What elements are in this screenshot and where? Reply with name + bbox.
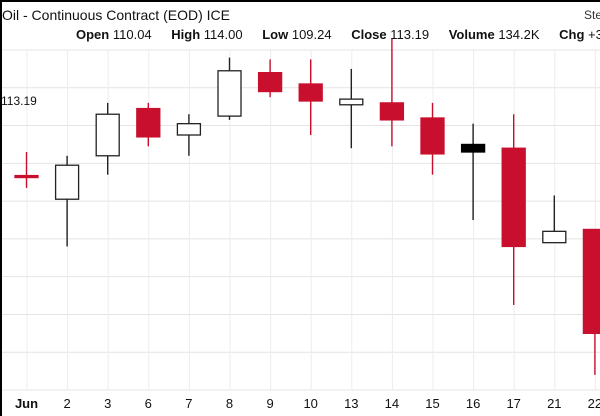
candle-body <box>176 123 202 136</box>
x-tick-label: 6 <box>145 396 152 411</box>
x-tick-label: Jun <box>15 396 38 411</box>
volume-value: 134.2K <box>498 27 540 42</box>
candle-body <box>501 147 526 248</box>
x-tick-label: 15 <box>425 396 439 411</box>
grid: 113.19 <box>2 49 600 391</box>
x-tick-label: 9 <box>266 396 273 411</box>
close-value: 113.19 <box>390 27 430 42</box>
brand-logo-text: Ste <box>583 8 600 22</box>
x-tick-label: 14 <box>385 396 399 411</box>
candle-body <box>339 98 364 106</box>
x-tick-label: 3 <box>104 396 111 411</box>
x-tick-label: 21 <box>547 396 561 411</box>
open-label: Open <box>76 27 110 42</box>
candle-body <box>460 143 486 153</box>
x-tick-label: 7 <box>185 396 192 411</box>
x-tick-label: 22 <box>588 396 600 411</box>
x-tick-label: 13 <box>344 396 358 411</box>
candles <box>14 38 600 375</box>
change-value: +3 <box>588 27 600 42</box>
candle-body <box>582 228 600 334</box>
candle-body <box>379 102 405 121</box>
candle-body <box>95 113 120 157</box>
x-tick-label: 16 <box>466 396 480 411</box>
low-value: 109.24 <box>291 27 332 42</box>
candle-body <box>298 83 323 102</box>
change-label: Chg <box>559 27 585 42</box>
x-tick-label: 8 <box>226 396 233 411</box>
volume-label: Volume <box>448 27 495 42</box>
open-value: 110.04 <box>112 27 152 42</box>
high-value: 114.00 <box>203 27 243 42</box>
x-tick-label: 10 <box>303 396 317 411</box>
ohlc-bar: Open 110.04 High 114.00 Low 109.24 Close… <box>76 27 600 42</box>
candle-body <box>217 70 242 117</box>
chart-title: Oil - Continuous Contract (EOD) ICE <box>2 7 230 23</box>
candle-body <box>136 107 161 138</box>
last-price-label: 113.19 <box>2 94 37 108</box>
candle-body <box>257 72 283 93</box>
x-tick-label: 2 <box>63 396 70 411</box>
candle-body <box>14 174 39 179</box>
high-label: High <box>171 27 201 42</box>
x-tick-label: 17 <box>506 396 520 411</box>
candle-body <box>54 164 80 200</box>
close-label: Close <box>351 27 387 42</box>
candle-body <box>420 117 445 155</box>
x-axis-labels: Jun 2 3 6 7 8 9 10 13 14 15 16 17 21 22 <box>15 396 600 411</box>
candle-body <box>542 230 567 244</box>
low-label: Low <box>262 27 289 42</box>
